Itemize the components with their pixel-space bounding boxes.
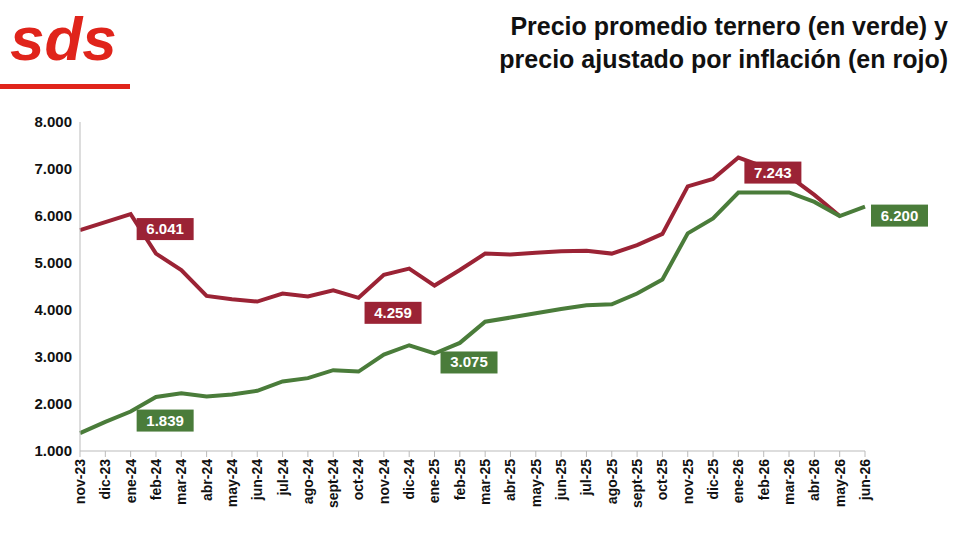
- svg-text:ene-25: ene-25: [426, 459, 442, 504]
- svg-text:nov-23: nov-23: [72, 459, 88, 504]
- html-text:Precio promedio ternero (en ve: Precio promedio ternero (en verde) y pre…: [499, 12, 948, 73]
- svg-text:mar-26: mar-26: [781, 459, 797, 505]
- svg-text:feb-25: feb-25: [452, 459, 468, 500]
- svg-text:ago-24: ago-24: [300, 459, 316, 504]
- svg-text:dic-23: dic-23: [97, 459, 113, 500]
- svg-text:ene-24: ene-24: [123, 459, 139, 504]
- svg-text:6.200: 6.200: [881, 207, 919, 224]
- svg-text:feb-24: feb-24: [148, 459, 164, 500]
- svg-text:ago-25: ago-25: [604, 459, 620, 504]
- svg-text:jun-24: jun-24: [249, 459, 265, 501]
- svg-text:sept-24: sept-24: [325, 459, 341, 508]
- svg-text:abr-25: abr-25: [502, 459, 518, 501]
- svg-text:oct-24: oct-24: [350, 459, 366, 500]
- svg-text:jul-24: jul-24: [275, 459, 291, 497]
- svg-text:1.839: 1.839: [146, 412, 184, 429]
- svg-text:may-25: may-25: [528, 459, 544, 507]
- svg-text:dic-25: dic-25: [705, 459, 721, 500]
- svg-text:may-24: may-24: [224, 459, 240, 507]
- html-text:sds: sds: [10, 4, 117, 73]
- svg-text:6.041: 6.041: [146, 220, 184, 237]
- svg-text:4.000: 4.000: [34, 301, 72, 318]
- svg-text:may-26: may-26: [832, 459, 848, 507]
- svg-text:nov-24: nov-24: [376, 459, 392, 504]
- svg-text:4.259: 4.259: [374, 304, 412, 321]
- svg-text:8.000: 8.000: [34, 113, 72, 130]
- svg-text:abr-26: abr-26: [806, 459, 822, 501]
- svg-text:mar-25: mar-25: [477, 459, 493, 505]
- svg-text:1.000: 1.000: [34, 442, 72, 459]
- svg-text:nov-25: nov-25: [680, 459, 696, 504]
- svg-text:ene-26: ene-26: [730, 459, 746, 504]
- svg-text:jul-25: jul-25: [578, 459, 594, 497]
- svg-text:7.000: 7.000: [34, 160, 72, 177]
- svg-text:7.243: 7.243: [754, 164, 792, 181]
- svg-text:6.000: 6.000: [34, 207, 72, 224]
- svg-text:3.075: 3.075: [450, 353, 488, 370]
- svg-text:jun-25: jun-25: [553, 459, 569, 501]
- svg-text:3.000: 3.000: [34, 348, 72, 365]
- svg-text:5.000: 5.000: [34, 254, 72, 271]
- svg-text:2.000: 2.000: [34, 395, 72, 412]
- svg-text:mar-24: mar-24: [173, 459, 189, 505]
- svg-text:abr-24: abr-24: [199, 459, 215, 501]
- svg-text:feb-26: feb-26: [756, 459, 772, 500]
- svg-text:jun-26: jun-26: [857, 459, 873, 501]
- svg-text:dic-24: dic-24: [401, 459, 417, 500]
- svg-text:sept-25: sept-25: [629, 459, 645, 508]
- svg-text:oct-25: oct-25: [654, 459, 670, 500]
